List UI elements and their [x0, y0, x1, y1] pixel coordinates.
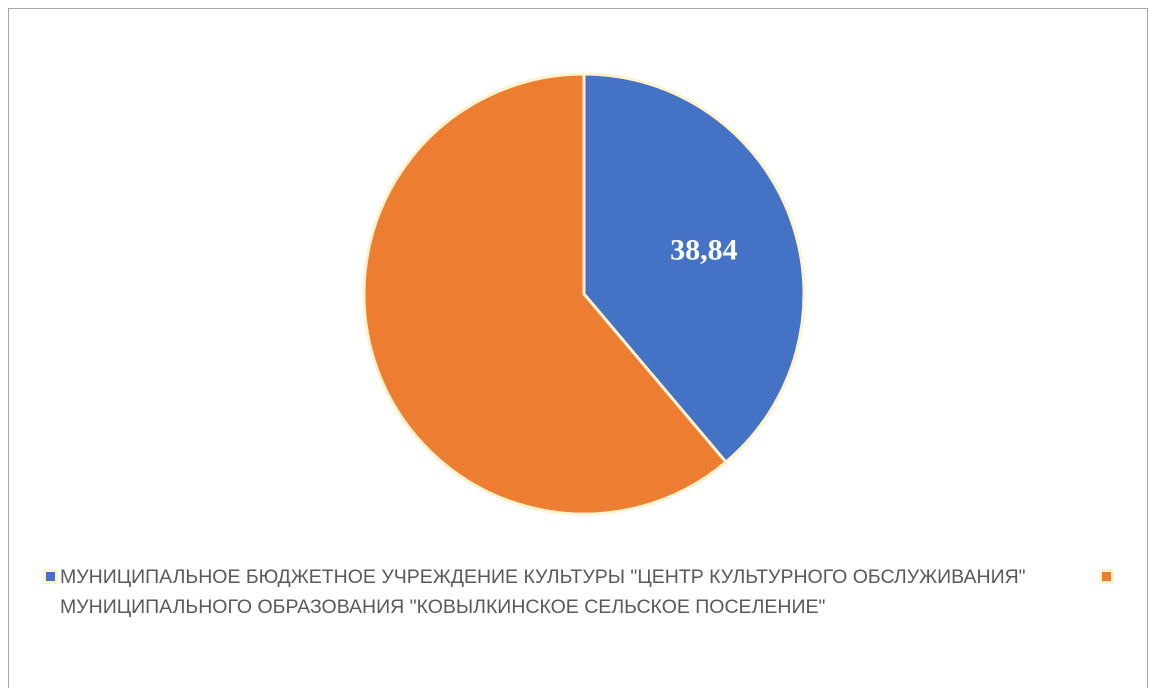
- pie-chart: 38,84: [362, 72, 806, 516]
- legend-label: МУНИЦИПАЛЬНОЕ БЮДЖЕТНОЕ УЧРЕЖДЕНИЕ КУЛЬТ…: [60, 566, 1026, 618]
- chart-area: [8, 8, 1148, 688]
- legend-swatch: [43, 569, 58, 584]
- legend-swatch: [1099, 569, 1114, 584]
- pie-slice: [582, 72, 806, 464]
- data-label: 38,84: [670, 234, 738, 267]
- pie-slice: [362, 72, 728, 516]
- legend: МУНИЦИПАЛЬНОЕ БЮДЖЕТНОЕ УЧРЕЖДЕНИЕ КУЛЬТ…: [43, 562, 1126, 672]
